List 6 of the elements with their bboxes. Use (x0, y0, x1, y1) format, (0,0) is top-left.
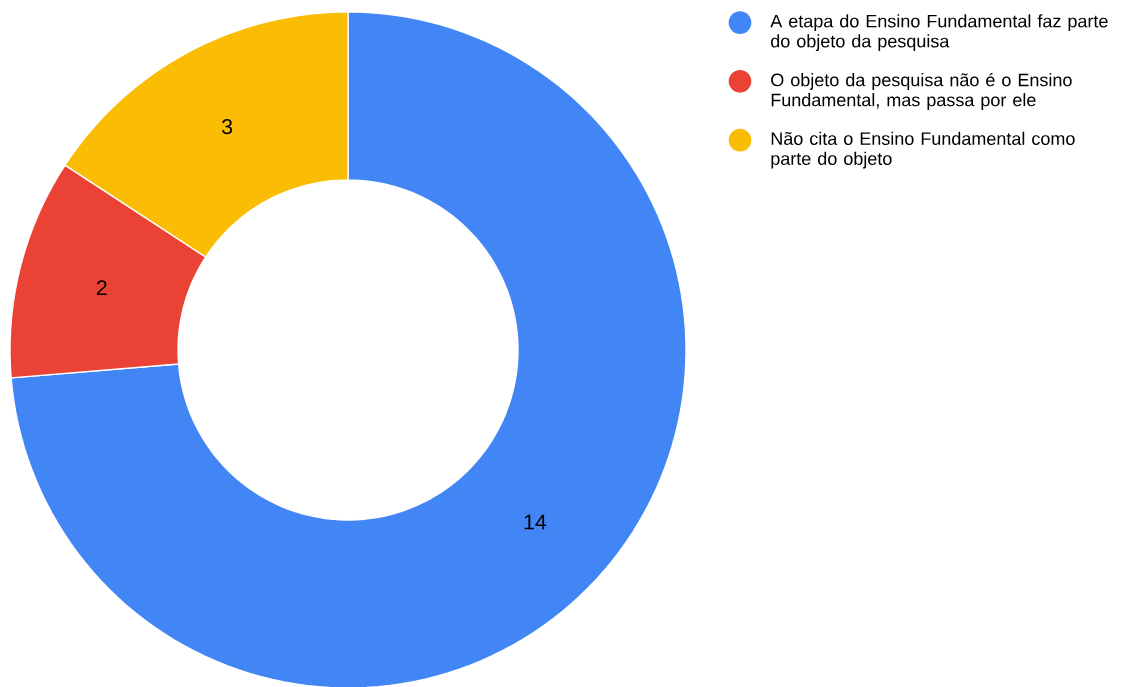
legend-label: A etapa do Ensino Fundamental faz parte do objeto da pesquisa (770, 14, 1108, 52)
data-label: 2 (96, 280, 107, 296)
legend-label: Não cita o Ensino Fundamental como parte do objeto (771, 131, 1075, 169)
legend-label: O objeto da pesquisa não é o Ensino Fundamental, mas passa por ele (771, 72, 1072, 110)
data-label: 14 (524, 514, 547, 530)
data-label: 3 (222, 119, 233, 135)
